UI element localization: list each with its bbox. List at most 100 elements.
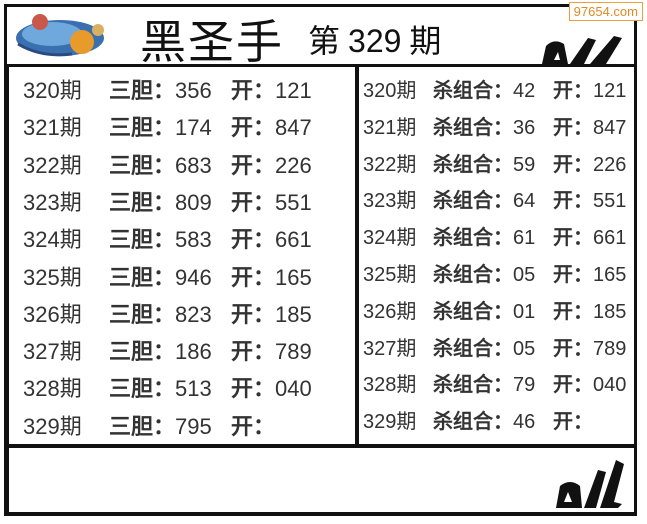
table-row: 325期 杀组合：05 开：165 <box>359 260 634 290</box>
open-label: 开： <box>231 301 276 327</box>
period-label: 321期 <box>363 116 417 139</box>
period-label: 329期 <box>363 411 417 434</box>
table-row: 327期 三胆：186 开：789 <box>9 337 355 367</box>
open-value: 040 <box>275 376 312 402</box>
period-label: 320期 <box>23 78 82 103</box>
value: 823 <box>175 301 212 327</box>
open-group: 开：551 <box>231 188 312 218</box>
open-group: 开：226 <box>231 151 312 181</box>
header: 黑圣手 第 329 期 97654.com <box>0 0 647 69</box>
table-row: 321期 杀组合：36 开：847 <box>359 113 634 143</box>
open-value: 040 <box>593 374 627 397</box>
value: 795 <box>175 413 212 439</box>
open-label: 开： <box>553 153 593 176</box>
value-label: 三胆： <box>109 264 176 290</box>
table-row: 327期 杀组合：05 开：789 <box>359 334 634 364</box>
right-panel-kill-combo: 320期 杀组合：42 开：121 321期 杀组合：36 开：847 322期 杀组合：59… <box>356 64 637 447</box>
value-label: 杀组合： <box>433 337 513 360</box>
table-row: 323期 杀组合：64 开：551 <box>359 186 634 216</box>
open-label: 开： <box>231 339 276 365</box>
open-value: 789 <box>593 337 627 360</box>
period-label: 321期 <box>23 115 82 141</box>
value: 05 <box>513 337 536 360</box>
value: 01 <box>513 300 536 323</box>
value-group: 三胆：174 <box>109 113 212 143</box>
issue-label: 第 329 期 <box>308 16 449 62</box>
open-group: 开：789 <box>553 334 626 364</box>
period-label: 328期 <box>363 374 417 397</box>
value-label: 杀组合： <box>433 300 513 323</box>
table-row: 323期 三胆：809 开：551 <box>9 188 355 218</box>
period-label: 327期 <box>363 337 417 360</box>
value: 174 <box>175 115 212 141</box>
value: 61 <box>513 227 536 250</box>
table-row: 329期 杀组合：46 开： <box>359 407 634 437</box>
ok-hand-icon <box>556 460 624 508</box>
value: 79 <box>513 374 536 397</box>
value-group: 杀组合：46 <box>433 407 535 437</box>
open-value: 185 <box>593 300 627 323</box>
value-label: 杀组合： <box>433 80 513 102</box>
open-label: 开： <box>231 152 276 178</box>
period-label: 329期 <box>23 413 82 439</box>
open-value: 121 <box>275 78 312 103</box>
value-group: 杀组合：05 <box>433 260 535 290</box>
open-value: 165 <box>593 264 627 286</box>
value-group: 三胆：809 <box>109 188 212 218</box>
open-group: 开：185 <box>553 297 626 327</box>
table-row: 328期 杀组合：79 开：040 <box>359 370 634 400</box>
period-label: 325期 <box>363 264 417 286</box>
table-row: 322期 杀组合：59 开：226 <box>359 150 634 180</box>
open-group: 开：121 <box>553 76 626 106</box>
value-label: 三胆： <box>109 115 176 141</box>
open-label: 开： <box>553 190 593 213</box>
value-group: 三胆：186 <box>109 337 212 367</box>
open-label: 开： <box>553 227 593 250</box>
value-group: 三胆：583 <box>109 225 212 255</box>
period-label: 328期 <box>23 376 82 402</box>
value-label: 杀组合： <box>433 227 513 250</box>
open-label: 开： <box>553 337 593 360</box>
watermark: 97654.com <box>568 2 643 21</box>
left-panel-three-bile: 320期 三胆：356 开：121 321期 三胆：174 开：847 322期 三胆：683… <box>6 64 358 447</box>
open-group: 开：165 <box>231 263 312 293</box>
open-group: 开：040 <box>231 374 312 404</box>
value-group: 三胆：795 <box>109 412 212 442</box>
value-label: 三胆： <box>109 339 176 365</box>
issue-number: 329 <box>348 23 402 59</box>
open-group: 开：121 <box>231 76 312 106</box>
ok-hand-icon <box>542 36 622 64</box>
value: 513 <box>175 376 212 402</box>
open-group: 开：185 <box>231 300 312 330</box>
period-label: 327期 <box>23 339 82 365</box>
period-label: 325期 <box>23 264 82 290</box>
value-group: 三胆：946 <box>109 263 212 293</box>
table-row: 326期 三胆：823 开：185 <box>9 300 355 330</box>
value-label: 杀组合： <box>433 411 513 434</box>
open-value: 551 <box>593 190 627 213</box>
value: 583 <box>175 227 212 253</box>
period-label: 324期 <box>363 227 417 250</box>
value-label: 三胆： <box>109 189 176 215</box>
open-group: 开：165 <box>553 260 626 290</box>
open-group: 开：661 <box>553 223 626 253</box>
value: 42 <box>513 80 536 102</box>
value-group: 杀组合：01 <box>433 297 535 327</box>
value-label: 三胆： <box>109 376 176 402</box>
value-label: 杀组合： <box>433 190 513 213</box>
value-group: 三胆：683 <box>109 151 212 181</box>
table-row: 324期 杀组合：61 开：661 <box>359 223 634 253</box>
value: 809 <box>175 189 212 215</box>
period-label: 323期 <box>363 190 417 213</box>
open-label: 开： <box>553 300 593 323</box>
period-label: 326期 <box>23 301 82 327</box>
open-group: 开： <box>553 407 593 437</box>
open-value: 185 <box>275 301 312 327</box>
table-row: 329期 三胆：795 开： <box>9 412 355 442</box>
issue-suffix: 期 <box>409 23 442 59</box>
value-group: 杀组合：05 <box>433 334 535 364</box>
open-value: 165 <box>275 264 312 290</box>
value-group: 杀组合：61 <box>433 223 535 253</box>
title: 黑圣手 <box>140 15 284 69</box>
